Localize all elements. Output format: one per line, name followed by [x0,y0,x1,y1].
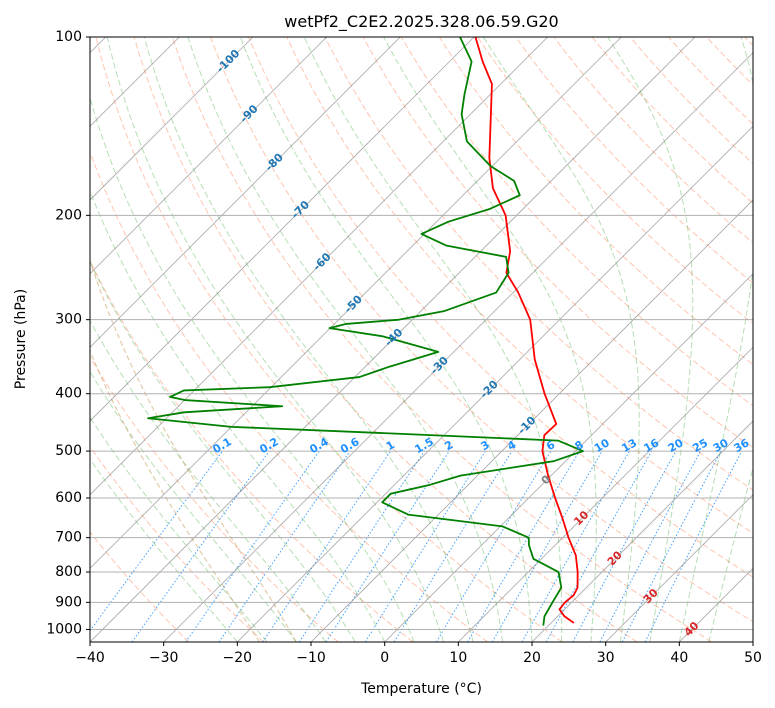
x-tick-label: 0 [380,650,389,666]
mixing-ratio-line [185,450,320,642]
dry-adiabat [629,37,753,165]
mixing-ratio-line [521,450,630,642]
isotherm-line [384,273,753,642]
y-tick-label: 100 [55,29,82,45]
x-axis-label: Temperature (°C) [360,681,482,697]
dendritic-curve [90,258,297,642]
x-tick-label: −10 [296,650,326,666]
moist-adiabat [239,37,533,642]
dry-adiabat [90,356,339,642]
isotherm-line [90,37,254,201]
moist-adiabat [607,37,694,642]
dendritic-curve [90,349,260,642]
dry-adiabat [477,37,753,325]
dry-adiabat [248,37,753,578]
mixing-ratio-line [325,450,450,642]
moist-adiabat [187,37,504,642]
dry-adiabat [591,37,753,204]
dry-adiabat [515,37,753,284]
moist-adiabat [106,37,445,642]
mixing-ratio-line [599,450,701,642]
dry-adiabat [286,37,753,534]
mixing-ratio-line [393,450,513,642]
moist-adiabat [90,370,297,642]
mixing-ratio-line [131,450,270,642]
mixing-ratio-line [644,450,743,642]
dry-adiabat [210,37,753,623]
isotherm-line [605,494,753,642]
x-tick-label: −30 [149,650,179,666]
temperature-line [474,37,579,624]
profile-lines [147,37,584,626]
x-tick-label: 30 [597,650,615,666]
x-tick-label: 40 [670,650,688,666]
x-tick-label: −40 [75,650,105,666]
y-tick-label: 1000 [46,621,82,637]
isotherm-line [90,37,401,348]
moist-adiabat [90,260,356,642]
isotherm-line [458,346,753,642]
mixing-ratio-line [298,450,425,642]
isotherm-line [531,420,753,642]
moist-adiabat [383,37,597,642]
dry-adiabat [95,37,563,642]
dry-adiabat [553,37,753,244]
dry-adiabat [133,37,638,642]
y-tick-label: 800 [55,564,82,580]
moist-adiabat [90,458,238,642]
y-tick-label: 500 [55,443,82,459]
isotherm-line [310,199,753,642]
y-tick-label: 200 [55,207,82,223]
mixing-ratio-line [90,450,223,632]
mixing-ratio-line [621,450,722,642]
x-tick-label: 50 [744,650,762,666]
isotherm-line [90,37,548,496]
mixing-ratio-line [218,450,351,642]
dry-adiabat [400,37,753,407]
moist-adiabat [678,37,753,642]
mixing-ratio-line [364,450,486,642]
moist-adiabat [482,37,640,642]
chart-title: wetPf2_C2E2.2025.328.06.59.G20 [284,12,558,32]
y-axis-label: Pressure (hPa) [13,289,29,389]
y-tick-label: 700 [55,530,82,546]
isotherm-line [237,125,753,642]
isotherm-line [90,37,327,275]
dewpoint-line [147,37,584,626]
isotherm-line [90,37,622,569]
dry-adiabat [439,37,753,366]
mixing-ratio-line [572,450,677,642]
mixing-ratio-line [491,450,603,642]
plot-frame [89,36,754,643]
moist-adiabat [90,189,386,642]
x-tick-label: 20 [523,650,541,666]
axis-ticks: −40 −30 −20 −10 0 10 20 30 40 50 1000 900 800 700 600 5… [46,29,762,666]
moist-adiabat [143,37,474,642]
dry-adiabat [324,37,753,491]
y-tick-label: 900 [55,594,82,610]
y-tick-label: 600 [55,490,82,506]
background-lines [90,37,753,642]
isotherm-line [90,37,475,422]
y-tick-label: 300 [55,312,82,328]
dry-adiabat [90,531,190,642]
dry-adiabat [90,150,488,642]
dry-adiabat [90,259,414,642]
x-tick-label: −20 [223,650,253,666]
y-tick-label: 400 [55,386,82,402]
x-tick-label: 10 [449,650,467,666]
isotherm-line [163,52,753,642]
